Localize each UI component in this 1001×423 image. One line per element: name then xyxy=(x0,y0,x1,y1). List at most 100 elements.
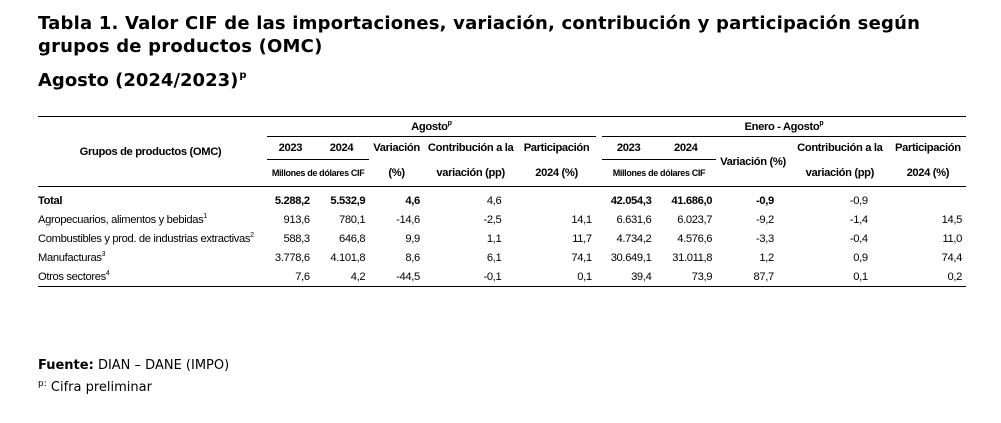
cell-enero-contribucion: -0,9 xyxy=(849,194,868,207)
header-rule-cell xyxy=(38,186,966,187)
header-agosto-partic-2: 2024 (%) xyxy=(535,166,578,179)
cell-enero-contribucion: -1,4 xyxy=(849,213,868,226)
subtitle-text: Agosto (2024/2023) xyxy=(38,70,239,91)
imports-table: Grupos de productos (OMC) Agostop Enero … xyxy=(38,116,966,287)
header-agosto-2023: 2023 xyxy=(266,136,314,160)
row-label-sup: 4 xyxy=(105,270,110,277)
cell-agosto-2023: 913,6 xyxy=(283,213,311,226)
row-label: Total xyxy=(38,194,63,207)
header-enero-contrib-1: Contribución a la xyxy=(797,142,883,155)
header-enero-agosto-text: Enero - Agosto xyxy=(744,121,820,133)
cell-enero-contribucion: -0,4 xyxy=(849,232,868,245)
header-agosto-partic-1: Participación xyxy=(523,142,590,155)
cell-enero-2023: 30.649,1 xyxy=(610,251,652,264)
source-value: DIAN – DANE (IMPO) xyxy=(97,358,230,373)
header-enero-agosto: Enero - Agostop xyxy=(601,116,966,137)
table-title: Tabla 1. Valor CIF de las importaciones,… xyxy=(38,13,921,57)
cell-agosto-variacion: 8,6 xyxy=(405,251,420,264)
cell-agosto-2023: 588,3 xyxy=(283,232,311,245)
header-agosto-millones: Millones de dólares CIF xyxy=(271,168,365,178)
cell-enero-contribucion: 0,9 xyxy=(853,251,868,264)
cell-agosto-2023: 5.288,2 xyxy=(274,194,310,207)
cell-enero-2024: 41.686,0 xyxy=(671,194,713,207)
cell-agosto-variacion: 9,9 xyxy=(405,232,420,245)
row-label-sup: 2 xyxy=(250,232,254,239)
cell-enero-contribucion: 0,1 xyxy=(789,267,890,287)
cell-agosto-contribucion: 4,6 xyxy=(486,194,502,207)
header-agosto-2024: 2024 xyxy=(313,136,370,160)
cell-enero-2024: 4.576,6 xyxy=(677,232,713,245)
cell-agosto-2023: 3.778,6 xyxy=(274,251,310,264)
row-label: Agropecuarios, alimentos y bebidas1 xyxy=(38,210,267,229)
row-label-text: Combustibles y prod. de industrias extra… xyxy=(38,233,251,245)
row-label: Otros sectores4 xyxy=(38,267,267,287)
header-row-periods: Grupos de productos (OMC) Agostop Enero … xyxy=(38,116,966,186)
cell-enero-variacion: 87,7 xyxy=(716,267,790,287)
note-line: p: Cifra preliminar xyxy=(38,375,229,397)
cell-enero-variacion: 1,2 xyxy=(759,251,774,264)
header-agosto: Agostop xyxy=(266,116,596,137)
header-gap xyxy=(595,116,602,137)
header-agosto-sup: p xyxy=(447,120,452,127)
cell-agosto-participacion: 11,7 xyxy=(572,232,592,245)
cell-agosto-2024: 5.532,9 xyxy=(330,194,366,207)
cell-agosto-participacion: 0,1 xyxy=(517,267,596,287)
header-row-units: Millones de dólares CIF (%) variación (p… xyxy=(38,160,966,187)
cell-agosto-contribucion: 6,1 xyxy=(486,251,502,264)
header-enero-2024: 2024 xyxy=(655,136,717,160)
cell-agosto-2024: 646,8 xyxy=(339,232,366,245)
header-agosto-text: Agosto xyxy=(411,121,448,133)
header-agosto-variacion-unit: (%) xyxy=(388,166,405,179)
cell-enero-2024: 31.011,8 xyxy=(672,251,713,264)
cell-enero-participacion: 74,4 xyxy=(941,251,963,264)
row-label: Manufacturas3 xyxy=(38,248,267,267)
source-label: Fuente: xyxy=(38,358,94,373)
cell-enero-participacion xyxy=(890,187,966,211)
source-block: Fuente: DIAN – DANE (IMPO) p: Cifra prel… xyxy=(38,356,229,397)
note-sup: p: xyxy=(38,379,47,389)
cell-gap xyxy=(595,267,602,287)
cell-agosto-contribucion: -0,1 xyxy=(423,267,518,287)
cell-enero-2023: 42.054,3 xyxy=(610,194,652,207)
cell-agosto-variacion: -14,6 xyxy=(396,213,420,226)
cell-agosto-contribucion: -2,5 xyxy=(483,213,502,226)
cell-agosto-participacion xyxy=(517,187,595,211)
header-enero-2023: 2023 xyxy=(601,136,656,160)
header-rule xyxy=(38,186,966,187)
row-label-text: Agropecuarios, alimentos y bebidas xyxy=(38,214,204,226)
cell-enero-participacion: 14,5 xyxy=(941,213,963,226)
header-agosto-contrib-1: Contribución a la xyxy=(427,142,514,155)
cell-enero-variacion: -0,9 xyxy=(756,194,774,207)
header-agosto-variacion: Variación xyxy=(373,142,420,155)
cell-agosto-2024: 4.101,8 xyxy=(330,251,366,264)
row-label-text: Otros sectores xyxy=(38,271,106,283)
cell-enero-participacion: 11,0 xyxy=(942,232,962,245)
cell-enero-participacion: 0,2 xyxy=(889,267,966,287)
table-subtitle: Agosto (2024/2023)p xyxy=(38,64,247,92)
header-enero-agosto-sup: p xyxy=(819,120,824,127)
note-text: Cifra preliminar xyxy=(50,380,152,395)
header-row-years: 2023 2024 Variación Contribución a la Pa… xyxy=(38,136,966,168)
cell-enero-2023: 4.734,2 xyxy=(616,232,652,245)
header-enero-contrib-2: variación (pp) xyxy=(805,166,875,179)
row-label: Combustibles y prod. de industrias extra… xyxy=(38,229,267,248)
cell-enero-2024: 73,9 xyxy=(655,267,717,287)
table-row: Total 5.288,2 5.532,9 4,6 4,6 42.054,3 4… xyxy=(38,187,966,211)
cell-agosto-participacion: 14,1 xyxy=(571,213,592,226)
cell-agosto-variacion: 4,6 xyxy=(405,194,420,207)
cell-agosto-2023: 7,6 xyxy=(266,267,314,287)
table-row: Combustibles y prod. de industrias extra… xyxy=(38,229,966,248)
row-label-text: Manufacturas xyxy=(38,252,102,264)
cell-agosto-variacion: -44,5 xyxy=(369,267,424,287)
table-row: Otros sectores4 7,6 4,2 -44,5 -0,1 0,1 3… xyxy=(38,267,966,287)
cell-enero-2023: 39,4 xyxy=(601,267,656,287)
row-label-sup: 1 xyxy=(203,213,207,220)
cell-agosto-contribucion: 1,1 xyxy=(486,232,502,245)
cell-agosto-2024: 4,2 xyxy=(313,267,370,287)
header-enero-millones: Millones de dólares CIF xyxy=(612,168,706,178)
cell-agosto-participacion: 74,1 xyxy=(571,251,592,264)
subtitle-sup: p xyxy=(239,70,247,81)
table-row: Manufacturas3 3.778,6 4.101,8 8,6 6,1 74… xyxy=(38,248,966,267)
cell-agosto-2024: 780,1 xyxy=(339,213,366,226)
row-label-sup: 3 xyxy=(101,251,106,258)
